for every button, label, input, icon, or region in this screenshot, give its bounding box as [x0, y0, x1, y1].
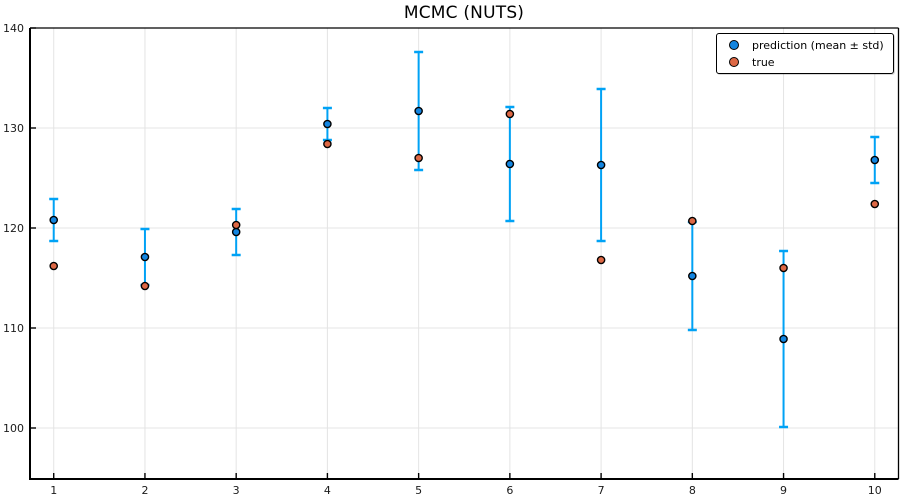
- true-point: [231, 220, 241, 230]
- prediction-point: [414, 106, 423, 116]
- y-tick-label: 110: [3, 322, 24, 335]
- prediction-point: [505, 159, 515, 169]
- x-tick-label: 3: [233, 484, 240, 497]
- true-point: [688, 216, 697, 226]
- true-point: [323, 139, 332, 149]
- y-tick-label: 130: [3, 122, 24, 135]
- chart-title: MCMC (NUTS): [403, 3, 525, 23]
- true-marker-icon: [729, 57, 739, 67]
- x-tick-label: 9: [780, 484, 787, 497]
- y-tick-label: 120: [3, 222, 24, 235]
- true-point: [779, 263, 788, 273]
- y-tick-label: 140: [3, 22, 24, 35]
- x-tick-label: 5: [415, 484, 422, 497]
- legend-item-true: true: [725, 55, 885, 69]
- x-tick-label: 4: [324, 484, 331, 497]
- legend: prediction (mean ± std) true: [716, 33, 894, 74]
- prediction-point: [323, 119, 332, 129]
- x-tick-label: 1: [50, 484, 57, 497]
- true-point: [505, 109, 515, 119]
- x-tick-label: 8: [689, 484, 696, 497]
- legend-label-true: true: [752, 55, 775, 69]
- x-tick-label: 6: [506, 484, 513, 497]
- true-point: [870, 199, 880, 209]
- prediction-point: [779, 334, 788, 344]
- prediction-point: [596, 160, 606, 170]
- prediction-point: [231, 227, 241, 237]
- prediction-point: [140, 252, 150, 262]
- x-tick-label: 7: [598, 484, 605, 497]
- prediction-marker-icon: [729, 40, 739, 50]
- true-point: [596, 255, 606, 265]
- prediction-point: [688, 271, 697, 281]
- legend-label-prediction: prediction (mean ± std): [752, 38, 884, 52]
- true-point: [49, 261, 59, 271]
- x-tick-label: 10: [868, 484, 882, 497]
- prediction-point: [870, 155, 880, 165]
- y-tick-label: 100: [3, 422, 24, 435]
- true-point: [414, 153, 423, 163]
- prediction-point: [49, 215, 59, 225]
- true-point: [140, 281, 150, 291]
- legend-item-prediction: prediction (mean ± std): [725, 38, 885, 52]
- x-tick-label: 2: [141, 484, 148, 497]
